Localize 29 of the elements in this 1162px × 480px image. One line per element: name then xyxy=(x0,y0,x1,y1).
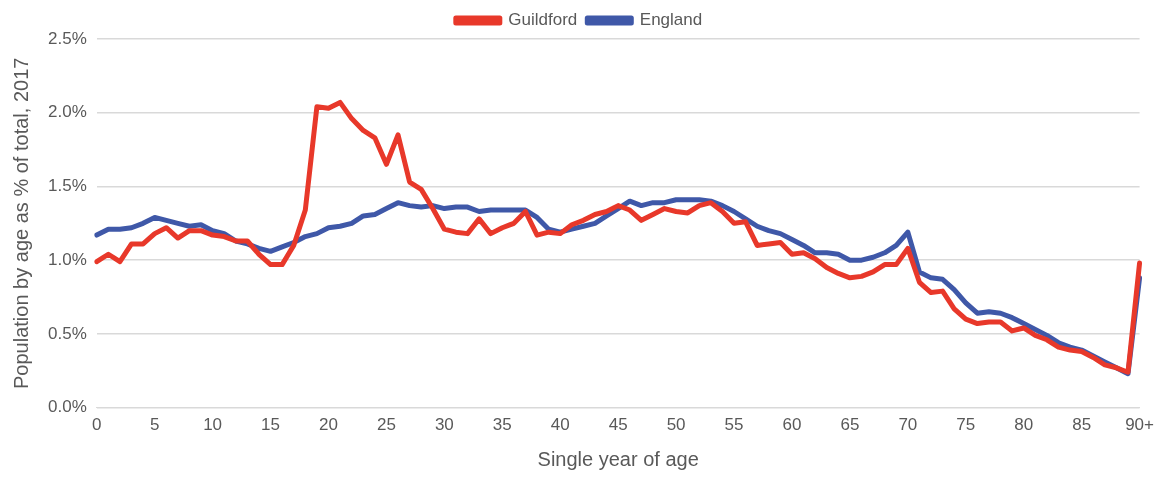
x-tick-label: 50 xyxy=(666,415,686,435)
y-tick-label: 1.5% xyxy=(48,176,87,196)
x-tick-label: 40 xyxy=(550,415,570,435)
x-tick-label: 75 xyxy=(956,415,976,435)
x-tick-label: 0 xyxy=(92,415,102,435)
y-tick-label: 2.0% xyxy=(48,102,87,122)
legend-label: England xyxy=(639,10,703,30)
y-axis-title: Population by age as % of total, 2017 xyxy=(9,57,32,389)
x-tick-label: 45 xyxy=(608,415,628,435)
x-tick-label: 5 xyxy=(149,415,160,435)
x-tick-label: 35 xyxy=(492,415,512,435)
y-tick-label: 2.5% xyxy=(48,28,87,48)
y-tick-label: 1.0% xyxy=(48,249,87,269)
x-tick-label: 70 xyxy=(898,415,918,435)
x-axis-title: Single year of age xyxy=(537,447,699,470)
legend-label: Guildford xyxy=(508,10,578,30)
x-tick-label: 90+ xyxy=(1125,415,1155,435)
y-tick-label: 0.0% xyxy=(48,397,87,417)
y-tick-label: 0.5% xyxy=(48,323,87,343)
x-tick-label: 20 xyxy=(319,415,338,435)
x-tick-label: 80 xyxy=(1014,415,1034,435)
x-tick-label: 55 xyxy=(724,415,744,435)
x-tick-label: 15 xyxy=(261,415,281,435)
x-tick-label: 60 xyxy=(782,415,802,435)
x-tick-label: 85 xyxy=(1072,415,1092,435)
x-tick-label: 25 xyxy=(376,415,396,435)
x-tick-label: 65 xyxy=(840,415,860,435)
x-tick-label: 30 xyxy=(434,415,454,435)
x-tick-label: 10 xyxy=(203,415,223,435)
